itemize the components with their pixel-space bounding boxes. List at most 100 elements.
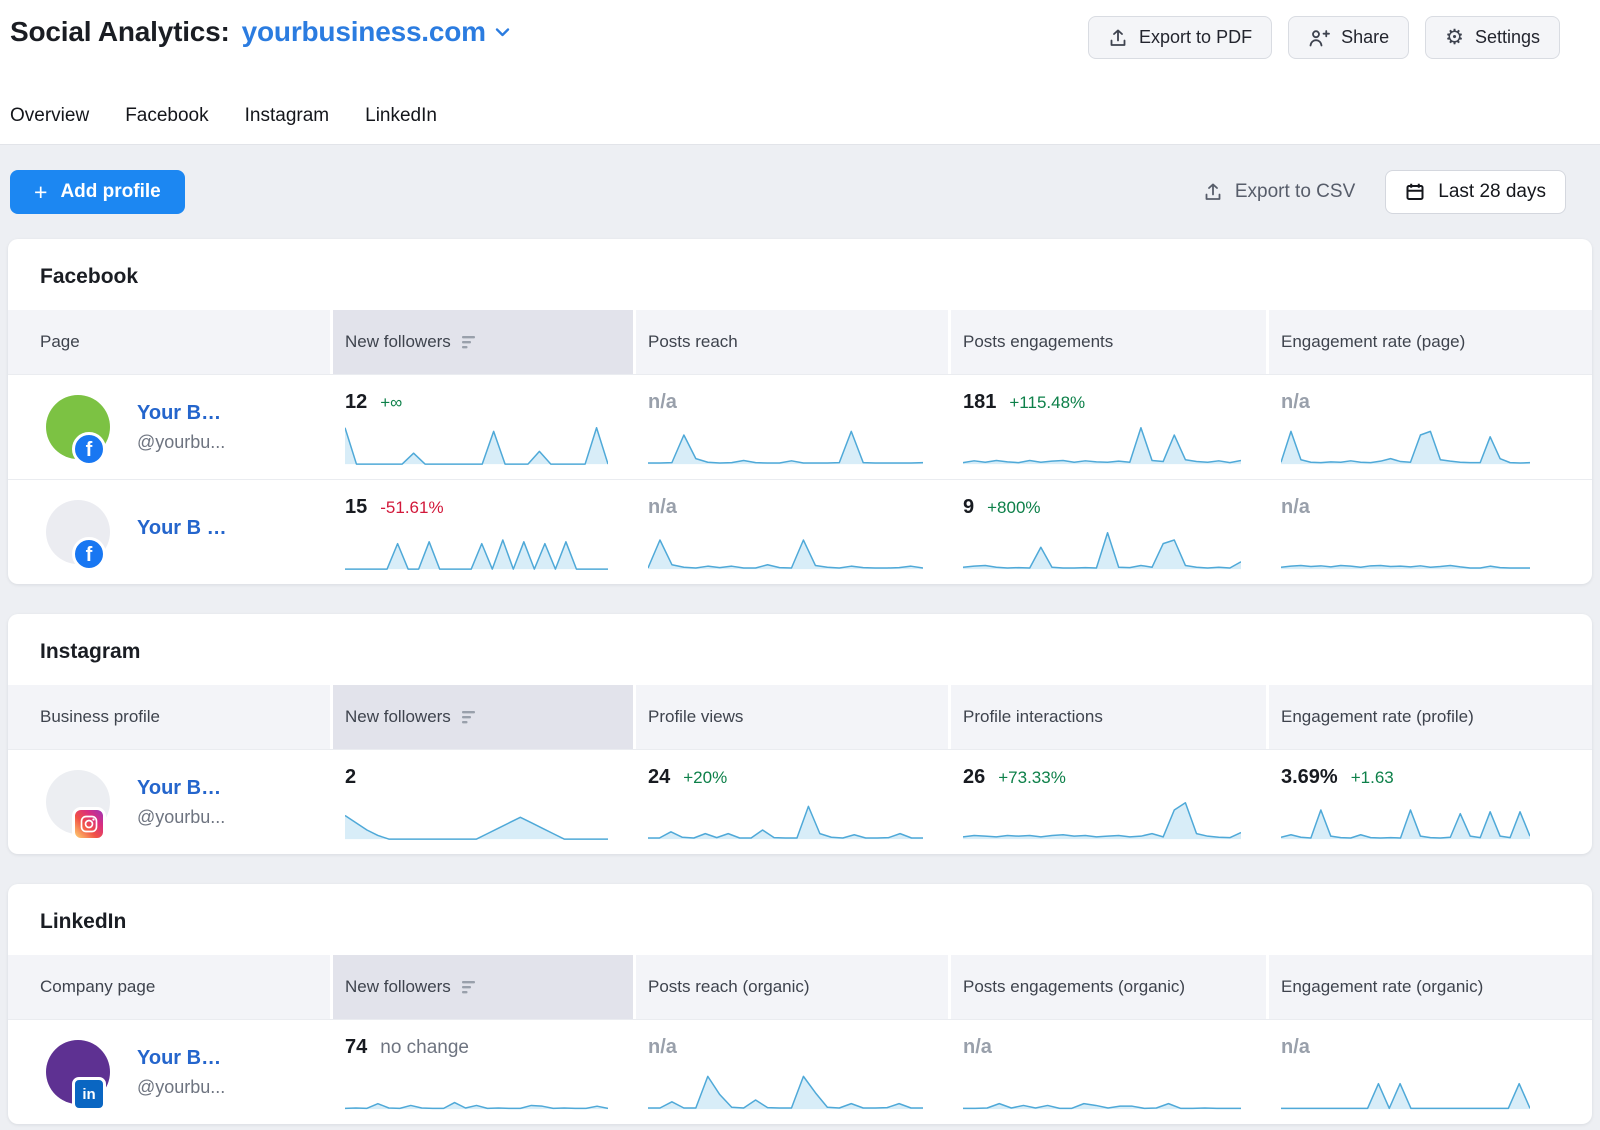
column-header-engagement-rate[interactable]: Engagement rate (profile) xyxy=(1269,685,1592,749)
metric-change: +1.63 xyxy=(1351,768,1394,788)
profile-handle: @yourbu... xyxy=(137,432,225,453)
section-title: Instagram xyxy=(8,614,1592,685)
metric-value: n/a xyxy=(963,1036,992,1059)
sparkline-chart xyxy=(345,527,608,571)
column-header-engagement-rate-organic[interactable]: Engagement rate (organic) xyxy=(1269,955,1592,1019)
metric-profile-views: 24 +20% xyxy=(636,750,951,854)
add-profile-button[interactable]: + Add profile xyxy=(10,170,185,214)
project-selector[interactable]: yourbusiness.com xyxy=(242,16,511,48)
column-header-profile-interactions[interactable]: Profile interactions xyxy=(951,685,1269,749)
metric-value: 74 xyxy=(345,1036,367,1059)
metric-posts-engagements: 9 +800% xyxy=(951,480,1269,584)
toolbar: + Add profile Export to CSV Last 28 days xyxy=(0,145,1600,239)
sort-descending-icon xyxy=(462,336,477,349)
profile-cell: Your B… @yourbu... xyxy=(8,750,333,854)
column-header-posts-engagements-organic[interactable]: Posts engagements (organic) xyxy=(951,955,1269,1019)
column-header-posts-engagements[interactable]: Posts engagements xyxy=(951,310,1269,374)
metric-change: -51.61% xyxy=(380,498,443,518)
metric-posts-engagements-organic: n/a xyxy=(951,1020,1269,1124)
instagram-section: Instagram Business profile New followers… xyxy=(8,614,1592,854)
metric-value: 9 xyxy=(963,496,974,519)
metric-change: +∞ xyxy=(380,393,402,413)
metric-value: 2 xyxy=(345,766,356,789)
metric-posts-reach-organic: n/a xyxy=(636,1020,951,1124)
sparkline-chart xyxy=(648,1067,923,1111)
export-csv-label: Export to CSV xyxy=(1235,181,1355,203)
profile-cell: f Your B … xyxy=(8,480,333,584)
metric-engagement-rate: n/a xyxy=(1269,375,1592,479)
metric-change: +73.33% xyxy=(998,768,1066,788)
metric-engagement-rate-organic: n/a xyxy=(1269,1020,1592,1124)
metric-new-followers: 12 +∞ xyxy=(333,375,636,479)
column-header-new-followers[interactable]: New followers xyxy=(333,310,636,374)
metric-value: n/a xyxy=(648,496,677,519)
upload-icon xyxy=(1203,182,1223,202)
chevron-down-icon xyxy=(494,26,511,39)
tab-linkedin[interactable]: LinkedIn xyxy=(365,105,437,127)
profile-name-link[interactable]: Your B … xyxy=(137,517,227,540)
column-header-posts-reach-organic[interactable]: Posts reach (organic) xyxy=(636,955,951,1019)
upload-icon xyxy=(1108,28,1128,48)
sparkline-chart xyxy=(1281,527,1530,571)
profile-name-link[interactable]: Your B… xyxy=(137,402,225,425)
calendar-icon xyxy=(1405,182,1425,202)
metric-change: +800% xyxy=(987,498,1040,518)
export-pdf-button[interactable]: Export to PDF xyxy=(1088,16,1272,59)
date-range-button[interactable]: Last 28 days xyxy=(1385,170,1566,214)
metric-posts-reach: n/a xyxy=(636,375,951,479)
column-header-engagement-rate[interactable]: Engagement rate (page) xyxy=(1269,310,1592,374)
table-row: f Your B… @yourbu... 12 +∞ n/a 181 xyxy=(8,374,1592,479)
metric-posts-reach: n/a xyxy=(636,480,951,584)
add-profile-label: Add profile xyxy=(60,181,160,203)
table-header: Page New followers Posts reach Posts eng… xyxy=(8,310,1592,374)
facebook-glyph: f xyxy=(86,544,93,567)
metric-value: 26 xyxy=(963,766,985,789)
column-header-company-page[interactable]: Company page xyxy=(8,955,333,1019)
export-csv-button[interactable]: Export to CSV xyxy=(1203,181,1355,203)
metric-value: 3.69% xyxy=(1281,766,1338,789)
table-row: f Your B … 15 -51.61% n/a 9 +800% xyxy=(8,479,1592,584)
settings-button[interactable]: ⚙ Settings xyxy=(1425,16,1560,59)
share-button[interactable]: Share xyxy=(1288,16,1409,59)
sparkline-chart xyxy=(648,422,923,466)
metric-value: 15 xyxy=(345,496,367,519)
profile-name-link[interactable]: Your B… xyxy=(137,777,225,800)
tab-bar: Overview Facebook Instagram LinkedIn xyxy=(10,105,1560,144)
column-header-profile-views[interactable]: Profile views xyxy=(636,685,951,749)
share-label: Share xyxy=(1341,27,1389,48)
metric-value: n/a xyxy=(1281,496,1310,519)
tab-facebook[interactable]: Facebook xyxy=(125,105,208,127)
tab-overview[interactable]: Overview xyxy=(10,105,89,127)
metric-profile-interactions: 26 +73.33% xyxy=(951,750,1269,854)
plus-icon: + xyxy=(34,182,47,203)
avatar xyxy=(46,770,110,834)
column-header-page[interactable]: Page xyxy=(8,310,333,374)
sparkline-chart xyxy=(963,797,1241,841)
profile-cell: f Your B… @yourbu... xyxy=(8,375,333,479)
sort-descending-icon xyxy=(462,981,477,994)
table-row: in Your B… @yourbu... 74 no change n/a n… xyxy=(8,1019,1592,1124)
column-header-new-followers[interactable]: New followers xyxy=(333,685,636,749)
column-header-posts-reach[interactable]: Posts reach xyxy=(636,310,951,374)
linkedin-icon: in xyxy=(72,1077,106,1111)
section-title: Facebook xyxy=(8,239,1592,310)
project-name: yourbusiness.com xyxy=(242,16,486,48)
profile-handle: @yourbu... xyxy=(137,807,225,828)
date-range-label: Last 28 days xyxy=(1438,181,1546,203)
linkedin-glyph: in xyxy=(82,1086,95,1103)
sparkline-chart xyxy=(963,527,1241,571)
profile-handle: @yourbu... xyxy=(137,1077,225,1098)
sparkline-chart xyxy=(963,1067,1241,1111)
table-header: Business profile New followers Profile v… xyxy=(8,685,1592,749)
metric-value: 181 xyxy=(963,391,996,414)
profile-name-link[interactable]: Your B… xyxy=(137,1047,225,1070)
sparkline-chart xyxy=(345,797,608,841)
column-header-business-profile[interactable]: Business profile xyxy=(8,685,333,749)
instagram-icon xyxy=(72,807,106,841)
sort-descending-icon xyxy=(462,711,477,724)
metric-value: 12 xyxy=(345,391,367,414)
header-actions: Export to PDF Share ⚙ Settings xyxy=(1088,16,1560,59)
tab-instagram[interactable]: Instagram xyxy=(245,105,329,127)
column-header-new-followers[interactable]: New followers xyxy=(333,955,636,1019)
metric-new-followers: 2 xyxy=(333,750,636,854)
